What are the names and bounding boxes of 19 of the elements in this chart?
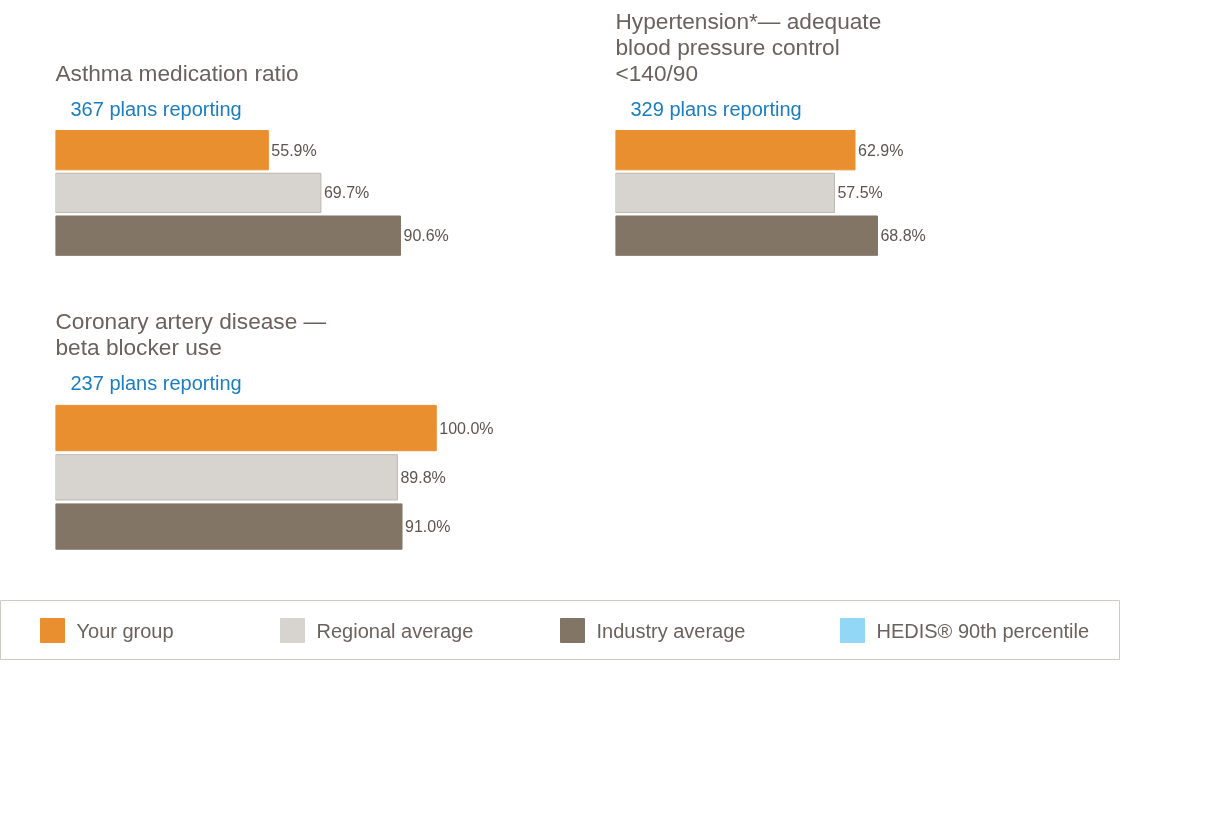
chart-subtitle: 237 plans reporting [70,371,242,394]
chart-title: Asthma medication ratio [55,59,299,86]
chart-subtitle: 329 plans reporting [630,97,802,120]
data-label: 57.5% [837,184,883,202]
data-label: 68.8% [880,227,926,245]
data-label: 91.0% [405,518,451,536]
legend-label: Industry average [596,619,746,642]
legend-label: Your group [76,619,174,642]
data-label: 90.6% [403,227,449,245]
data-label: 89.8% [400,468,446,486]
data-label: 62.9% [858,141,904,159]
data-label: 100.0% [439,419,494,437]
data-label: 55.9% [271,141,317,159]
chart-title: Coronary artery disease — beta blocker use [55,307,327,360]
legend-label: HEDIS® 90th percentile [876,619,1090,642]
data-label: 69.7% [323,184,370,202]
chart-title: Hypertension*— adequate blood pressure control <140/90 [615,7,882,86]
legend-label: Regional average [316,619,474,642]
chart-subtitle: 367 plans reporting [70,97,242,120]
